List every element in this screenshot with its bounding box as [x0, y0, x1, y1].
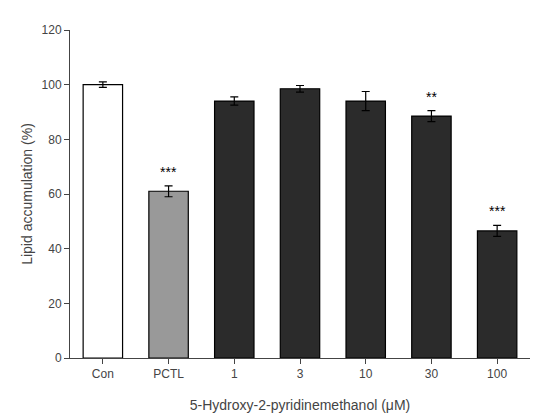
svg-text:3: 3	[297, 367, 304, 381]
svg-text:PCTL: PCTL	[153, 367, 184, 381]
svg-text:1: 1	[231, 367, 238, 381]
svg-text:40: 40	[48, 242, 62, 256]
svg-text:100: 100	[487, 367, 507, 381]
svg-text:80: 80	[48, 133, 62, 147]
svg-text:20: 20	[48, 297, 62, 311]
svg-text:Lipid accumulation (%): Lipid accumulation (%)	[19, 123, 35, 265]
svg-text:5-Hydroxy-2-pyridinemethanol (: 5-Hydroxy-2-pyridinemethanol (μM)	[190, 397, 410, 413]
svg-text:Con: Con	[92, 367, 114, 381]
svg-text:0: 0	[55, 351, 62, 365]
svg-text:100: 100	[42, 78, 62, 92]
svg-text:120: 120	[42, 23, 62, 37]
svg-text:**: **	[426, 89, 437, 105]
svg-text:60: 60	[48, 187, 62, 201]
svg-text:***: ***	[489, 203, 506, 219]
svg-text:30: 30	[425, 367, 439, 381]
svg-text:10: 10	[359, 367, 373, 381]
svg-text:***: ***	[160, 164, 177, 180]
